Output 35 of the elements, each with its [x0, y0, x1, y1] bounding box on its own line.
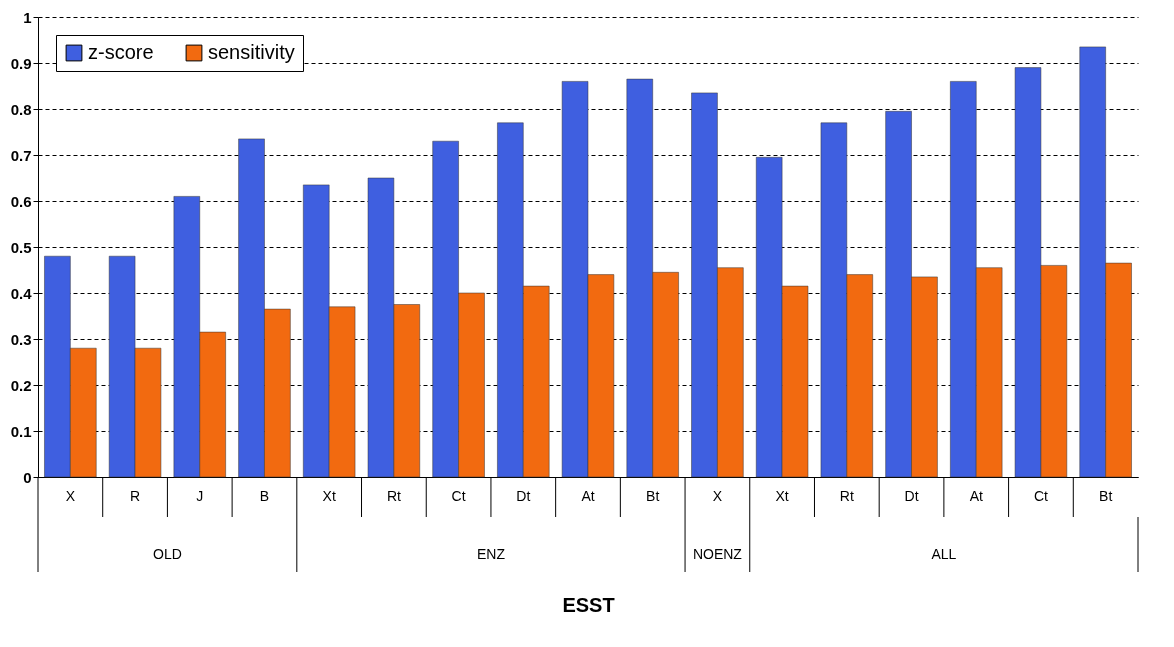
x-tick-label: Bt [1099, 487, 1113, 504]
x-tick-label: Xt [775, 487, 789, 504]
x-tick-label: Ct [1033, 487, 1049, 504]
x-tick-label: Rt [386, 487, 401, 504]
x-tick-label: Bt [646, 487, 660, 504]
x-tick-label: X [712, 487, 723, 504]
y-tick-label: 0.8 [10, 100, 32, 118]
text: ENZ [476, 546, 506, 562]
x-tick-label: R [130, 487, 141, 504]
y-tick-label: 0.7 [10, 146, 32, 164]
y-tick-label: 0.6 [10, 192, 32, 210]
x-tick-label: B [259, 487, 270, 504]
y-tick-label: 0.3 [10, 330, 32, 348]
y-tick-label: 0.9 [10, 54, 32, 72]
x-tick-label: J [196, 487, 204, 504]
x-tick-label: X [65, 487, 76, 504]
x-tick-label: Dt [904, 487, 919, 504]
text: ALL [931, 546, 957, 562]
y-tick-label: 0.5 [10, 238, 32, 256]
x-tick-label: Xt [322, 487, 336, 504]
x-tick-label: Ct [451, 487, 466, 504]
legend-label: sensitivity [208, 41, 295, 63]
y-tick-label: 0.2 [10, 376, 32, 394]
x-tick-label: At [581, 487, 595, 504]
text: NOENZ [692, 546, 743, 562]
x-tick-label: Dt [516, 487, 531, 504]
legend-label: z-score [88, 41, 154, 63]
x-tick-label: At [969, 487, 983, 504]
y-tick-label: 1 [23, 8, 32, 26]
y-tick-label: 0.4 [10, 284, 33, 302]
text: OLD [153, 546, 182, 562]
y-tick-label: 0 [23, 468, 32, 486]
x-axis-title: ESST [562, 593, 615, 616]
x-tick-label: Rt [839, 487, 854, 504]
y-tick-label: 0.1 [10, 422, 32, 440]
